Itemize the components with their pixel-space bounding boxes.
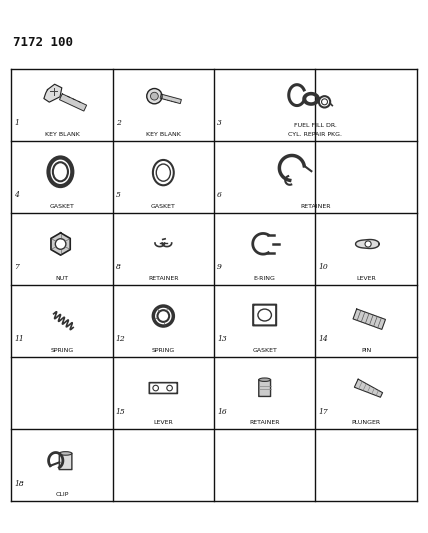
Text: 5: 5	[116, 191, 121, 199]
Text: SPRING: SPRING	[51, 349, 74, 353]
Text: NUT: NUT	[56, 277, 68, 281]
Text: 18: 18	[14, 480, 24, 488]
Text: 16: 16	[217, 408, 227, 416]
Circle shape	[365, 241, 371, 247]
Circle shape	[153, 385, 158, 391]
Text: SPRING: SPRING	[152, 349, 175, 353]
Text: 9: 9	[217, 263, 222, 271]
Text: FUEL FILL DR.: FUEL FILL DR.	[294, 124, 337, 128]
Text: 13: 13	[217, 335, 227, 343]
Text: LEVER: LEVER	[356, 277, 376, 281]
Text: GASKET: GASKET	[50, 204, 74, 209]
Ellipse shape	[156, 164, 170, 181]
FancyBboxPatch shape	[59, 454, 72, 470]
Polygon shape	[356, 239, 379, 248]
Polygon shape	[160, 94, 181, 103]
Text: GASKET: GASKET	[252, 349, 277, 353]
Polygon shape	[59, 94, 86, 111]
Text: PLUNGER: PLUNGER	[351, 421, 380, 425]
Text: 4: 4	[14, 191, 19, 199]
Ellipse shape	[53, 162, 68, 181]
Text: 2: 2	[116, 119, 121, 127]
Text: 12: 12	[116, 335, 125, 343]
Text: 6: 6	[217, 191, 222, 199]
Polygon shape	[44, 84, 62, 102]
Text: KEY BLANK: KEY BLANK	[45, 132, 80, 138]
Circle shape	[167, 385, 172, 391]
Text: 7172 100: 7172 100	[13, 36, 73, 50]
Text: CLIP: CLIP	[55, 492, 68, 497]
Polygon shape	[51, 233, 70, 255]
FancyBboxPatch shape	[259, 379, 270, 397]
Text: GASKET: GASKET	[151, 204, 176, 209]
Circle shape	[151, 92, 158, 100]
Text: 14: 14	[318, 335, 328, 343]
Text: 1: 1	[14, 119, 19, 127]
Text: CYL. REPAIR PKG.: CYL. REPAIR PKG.	[288, 132, 342, 138]
Polygon shape	[354, 379, 383, 397]
Text: KEY BLANK: KEY BLANK	[146, 132, 181, 138]
Text: E-RING: E-RING	[254, 277, 276, 281]
Ellipse shape	[259, 378, 270, 382]
Polygon shape	[353, 309, 386, 329]
Text: 11: 11	[14, 335, 24, 343]
Ellipse shape	[59, 451, 72, 455]
Circle shape	[55, 239, 66, 249]
Text: RETAINER: RETAINER	[148, 277, 178, 281]
Text: 17: 17	[318, 408, 328, 416]
Text: RETAINER: RETAINER	[300, 204, 330, 209]
Text: RETAINER: RETAINER	[250, 421, 280, 425]
Circle shape	[158, 310, 169, 322]
Text: 7: 7	[14, 263, 19, 271]
Ellipse shape	[258, 309, 271, 321]
Text: 10: 10	[318, 263, 328, 271]
Text: 3: 3	[217, 119, 222, 127]
Circle shape	[147, 88, 162, 104]
Text: LEVER: LEVER	[154, 421, 173, 425]
Text: PIN: PIN	[361, 349, 371, 353]
Text: 15: 15	[116, 408, 125, 416]
Text: 8: 8	[116, 263, 121, 271]
